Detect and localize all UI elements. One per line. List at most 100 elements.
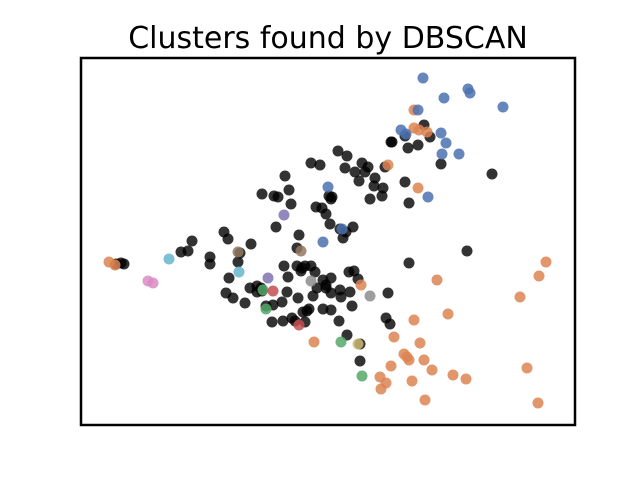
- point-cluster-blue-5: [412, 104, 424, 116]
- point-cluster-orange-1-8: [431, 274, 443, 286]
- point-cluster-purple-0: [278, 209, 290, 221]
- point-noise-46: [333, 315, 345, 327]
- point-cluster-orange-1-26: [514, 291, 526, 303]
- point-noise-81: [339, 162, 351, 174]
- point-noise-49: [354, 355, 366, 367]
- point-cluster-orange-1-6: [421, 126, 433, 138]
- plot-frame: [79, 56, 577, 427]
- point-noise-31: [282, 271, 294, 283]
- point-cluster-red-1: [267, 285, 279, 297]
- point-cluster-orange-1-22: [406, 375, 418, 387]
- point-noise-96: [316, 202, 328, 214]
- point-noise-105: [385, 136, 397, 148]
- point-noise-62: [435, 158, 447, 170]
- point-cluster-pink-1: [147, 277, 159, 289]
- point-noise-106: [399, 176, 411, 188]
- points-layer: [103, 72, 552, 409]
- point-noise-9: [223, 272, 235, 284]
- point-noise-52: [334, 284, 346, 296]
- point-cluster-orange-1-21: [375, 383, 387, 395]
- point-noise-23: [277, 315, 289, 327]
- chart-title: Clusters found by DBSCAN: [128, 21, 528, 56]
- point-cluster-cyan-0: [163, 253, 175, 265]
- point-noise-21: [276, 296, 288, 308]
- point-cluster-green-0: [260, 303, 272, 315]
- point-cluster-orange-1-16: [426, 364, 438, 376]
- point-noise-3: [186, 235, 198, 247]
- point-noise-85: [279, 170, 291, 182]
- point-noise-104: [347, 221, 359, 233]
- point-cluster-blue-3: [464, 87, 476, 99]
- point-cluster-cyan-1: [233, 266, 245, 278]
- point-noise-4: [182, 245, 194, 257]
- point-noise-53: [344, 286, 356, 298]
- point-noise-65: [412, 139, 424, 151]
- point-cluster-orange-1-31: [385, 360, 397, 372]
- point-cluster-blue-11: [453, 148, 465, 160]
- point-noise-79: [353, 175, 365, 187]
- point-noise-44: [317, 303, 329, 315]
- point-noise-86: [283, 184, 295, 196]
- point-cluster-blue-14: [317, 236, 329, 248]
- point-cluster-orange-1-17: [447, 369, 459, 381]
- point-cluster-orange-1-12: [414, 337, 426, 349]
- point-noise-83: [314, 159, 326, 171]
- point-noise-107: [403, 197, 415, 209]
- point-noise-12: [245, 238, 257, 250]
- point-noise-74: [369, 172, 381, 184]
- point-cluster-brown-0: [295, 245, 307, 257]
- point-cluster-blue-0: [417, 72, 429, 84]
- point-noise-60: [461, 245, 473, 257]
- point-noise-38: [309, 266, 321, 278]
- point-cluster-blue-4: [497, 101, 509, 113]
- point-cluster-orange-1-11: [408, 314, 420, 326]
- point-noise-6: [204, 258, 216, 270]
- point-cluster-green-1: [257, 284, 269, 296]
- point-noise-73: [364, 193, 376, 205]
- point-noise-91: [270, 221, 282, 233]
- point-noise-29: [292, 292, 304, 304]
- point-noise-70: [368, 180, 380, 192]
- point-noise-72: [376, 190, 388, 202]
- point-cluster-olive-0: [352, 338, 364, 350]
- point-cluster-orange-1-30: [355, 279, 367, 291]
- point-cluster-purple-1: [262, 272, 274, 284]
- point-cluster-blue-7: [400, 128, 412, 140]
- point-noise-84: [305, 157, 317, 169]
- point-noise-50: [346, 300, 358, 312]
- point-cluster-orange-1-28: [540, 256, 552, 268]
- point-noise-56: [348, 265, 360, 277]
- point-noise-77: [356, 157, 368, 169]
- point-noise-32: [278, 260, 290, 272]
- point-noise-114: [317, 274, 329, 286]
- point-noise-87: [285, 198, 297, 210]
- point-cluster-orange-1-23: [419, 394, 431, 406]
- point-noise-36: [295, 265, 307, 277]
- point-noise-82: [332, 145, 344, 157]
- point-cluster-red-0: [293, 319, 305, 331]
- point-cluster-gray-0: [364, 290, 376, 302]
- point-noise-14: [227, 292, 239, 304]
- point-cluster-orange-1-18: [460, 373, 472, 385]
- point-cluster-blue-8: [435, 127, 447, 139]
- point-noise-78: [349, 166, 361, 178]
- point-noise-8: [222, 233, 234, 245]
- point-cluster-orange-1-29: [308, 336, 320, 348]
- point-cluster-orange-1-10: [388, 331, 400, 343]
- point-noise-108: [384, 318, 396, 330]
- point-cluster-orange-1-9: [442, 308, 454, 320]
- point-noise-15: [239, 297, 251, 309]
- point-cluster-orange-1-32: [401, 351, 413, 363]
- point-noise-90: [256, 188, 268, 200]
- point-cluster-orange-1-1: [109, 259, 121, 271]
- point-noise-66: [402, 142, 414, 154]
- point-cluster-orange-1-27: [533, 270, 545, 282]
- point-noise-80: [341, 150, 353, 162]
- point-cluster-brown-1: [232, 246, 244, 258]
- point-noise-22: [266, 316, 278, 328]
- point-cluster-orange-1-25: [521, 362, 533, 374]
- point-cluster-green-2: [335, 336, 347, 348]
- point-cluster-orange-1-24: [532, 397, 544, 409]
- point-cluster-blue-12: [422, 191, 434, 203]
